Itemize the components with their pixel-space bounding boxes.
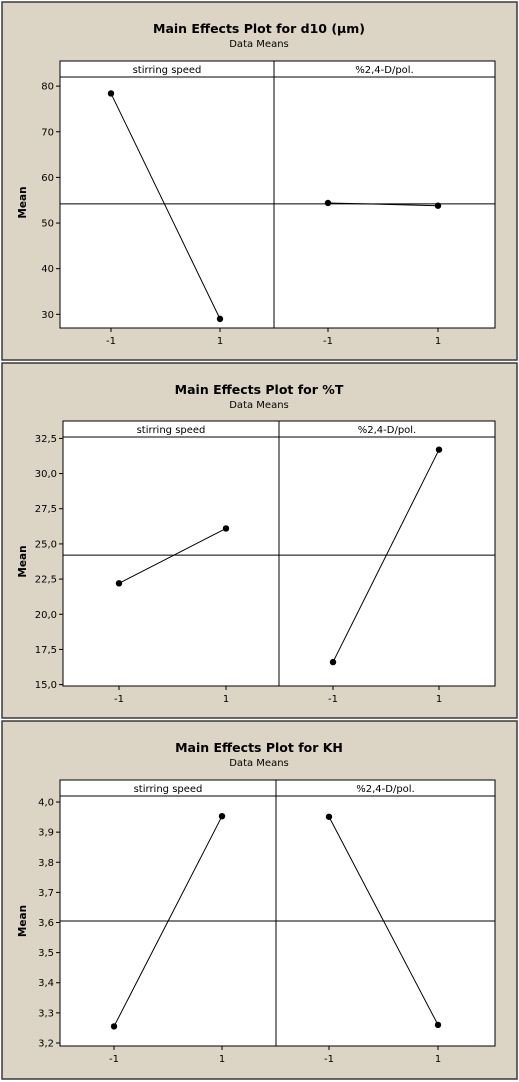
effect-line [118, 527, 227, 584]
x-tick-label: 1 [435, 1054, 441, 1065]
y-tick-label: 32,5 [35, 434, 57, 445]
y-tick-label: 50 [41, 219, 54, 230]
plot-area [59, 779, 496, 1047]
y-tick-label: 25,0 [35, 539, 57, 550]
chart-title: Main Effects Plot for %T [175, 382, 344, 397]
y-tick-label: 60 [41, 173, 54, 184]
data-point [110, 1023, 118, 1030]
y-axis-label: Mean [17, 545, 29, 577]
x-tick-label: 1 [217, 336, 223, 347]
y-tick-label: 30 [41, 310, 54, 321]
x-tick-label: -1 [324, 1054, 334, 1065]
effect-line [327, 202, 439, 207]
data-point [329, 658, 337, 666]
y-tick-label: 3,8 [38, 858, 54, 869]
data-point [434, 202, 442, 209]
data-point [115, 580, 123, 587]
chart-title: Main Effects Plot for KH [175, 740, 343, 755]
y-tick-label: 3,9 [38, 828, 54, 839]
y-tick-label: 22,5 [35, 575, 57, 586]
y-tick-label: 3,4 [38, 978, 54, 989]
chart-subtitle: Data Means [229, 758, 289, 769]
y-tick-label: 80 [41, 82, 54, 93]
y-tick-label: 20,0 [35, 610, 57, 621]
x-tick-label: -1 [114, 694, 124, 705]
x-tick-label: -1 [109, 1054, 119, 1065]
y-tick-label: 3,2 [38, 1038, 54, 1049]
y-tick-label: 4,0 [38, 798, 54, 809]
effect-line [332, 449, 440, 663]
data-point [222, 525, 230, 532]
data-point [325, 813, 333, 820]
y-tick-label: 30,0 [35, 469, 57, 480]
x-tick-label: 1 [223, 694, 229, 705]
data-point [324, 199, 332, 207]
chart-panel-2: Main Effects Plot for %T Data Means 32,5 30… [1, 362, 518, 719]
chart-subtitle: Data Means [229, 400, 289, 411]
chart-panel-3: Main Effects Plot for KH Data Means 4,0 3,9… [1, 720, 518, 1080]
data-point [218, 812, 226, 820]
y-tick-label: 3,6 [38, 918, 54, 929]
facet-strip-label: stirring speed [133, 65, 202, 76]
data-point [435, 446, 443, 453]
facet-strip-label: stirring speed [137, 425, 206, 436]
effect-line [328, 816, 439, 1026]
data-point [434, 1021, 442, 1029]
x-tick-label: 1 [219, 1054, 225, 1065]
data-point [216, 315, 224, 323]
facet-strip-label: stirring speed [134, 784, 203, 795]
x-tick-label: -1 [323, 336, 333, 347]
y-tick-label: 40 [41, 264, 54, 275]
effect-line [110, 93, 221, 320]
chart-panel-1: Main Effects Plot for d10 (µm) Data Means… [1, 1, 518, 361]
facet-strip-label: %2,4-D/pol. [356, 784, 415, 795]
y-tick-label: 3,5 [38, 948, 54, 959]
y-tick-label: 17,5 [35, 645, 57, 656]
x-tick-label: 1 [436, 694, 442, 705]
y-axis-label: Mean [17, 905, 29, 937]
facet-strip-label: %2,4-D/pol. [355, 65, 414, 76]
data-point [107, 90, 115, 97]
y-tick-label: 27,5 [35, 504, 57, 515]
facet-strip-label: %2,4-D/pol. [358, 425, 417, 436]
y-tick-label: 3,3 [38, 1008, 54, 1019]
x-tick-label: -1 [106, 336, 116, 347]
y-tick-label: 70 [41, 127, 54, 138]
x-tick-label: 1 [435, 336, 441, 347]
y-tick-label: 3,7 [38, 888, 54, 899]
chart-title: Main Effects Plot for d10 (µm) [153, 21, 365, 36]
y-tick-label: 15,0 [35, 680, 57, 691]
chart-subtitle: Data Means [229, 39, 289, 50]
y-axis-label: Mean [17, 186, 29, 218]
plot-area [59, 60, 496, 329]
effect-line [113, 815, 223, 1027]
x-tick-label: -1 [328, 694, 338, 705]
